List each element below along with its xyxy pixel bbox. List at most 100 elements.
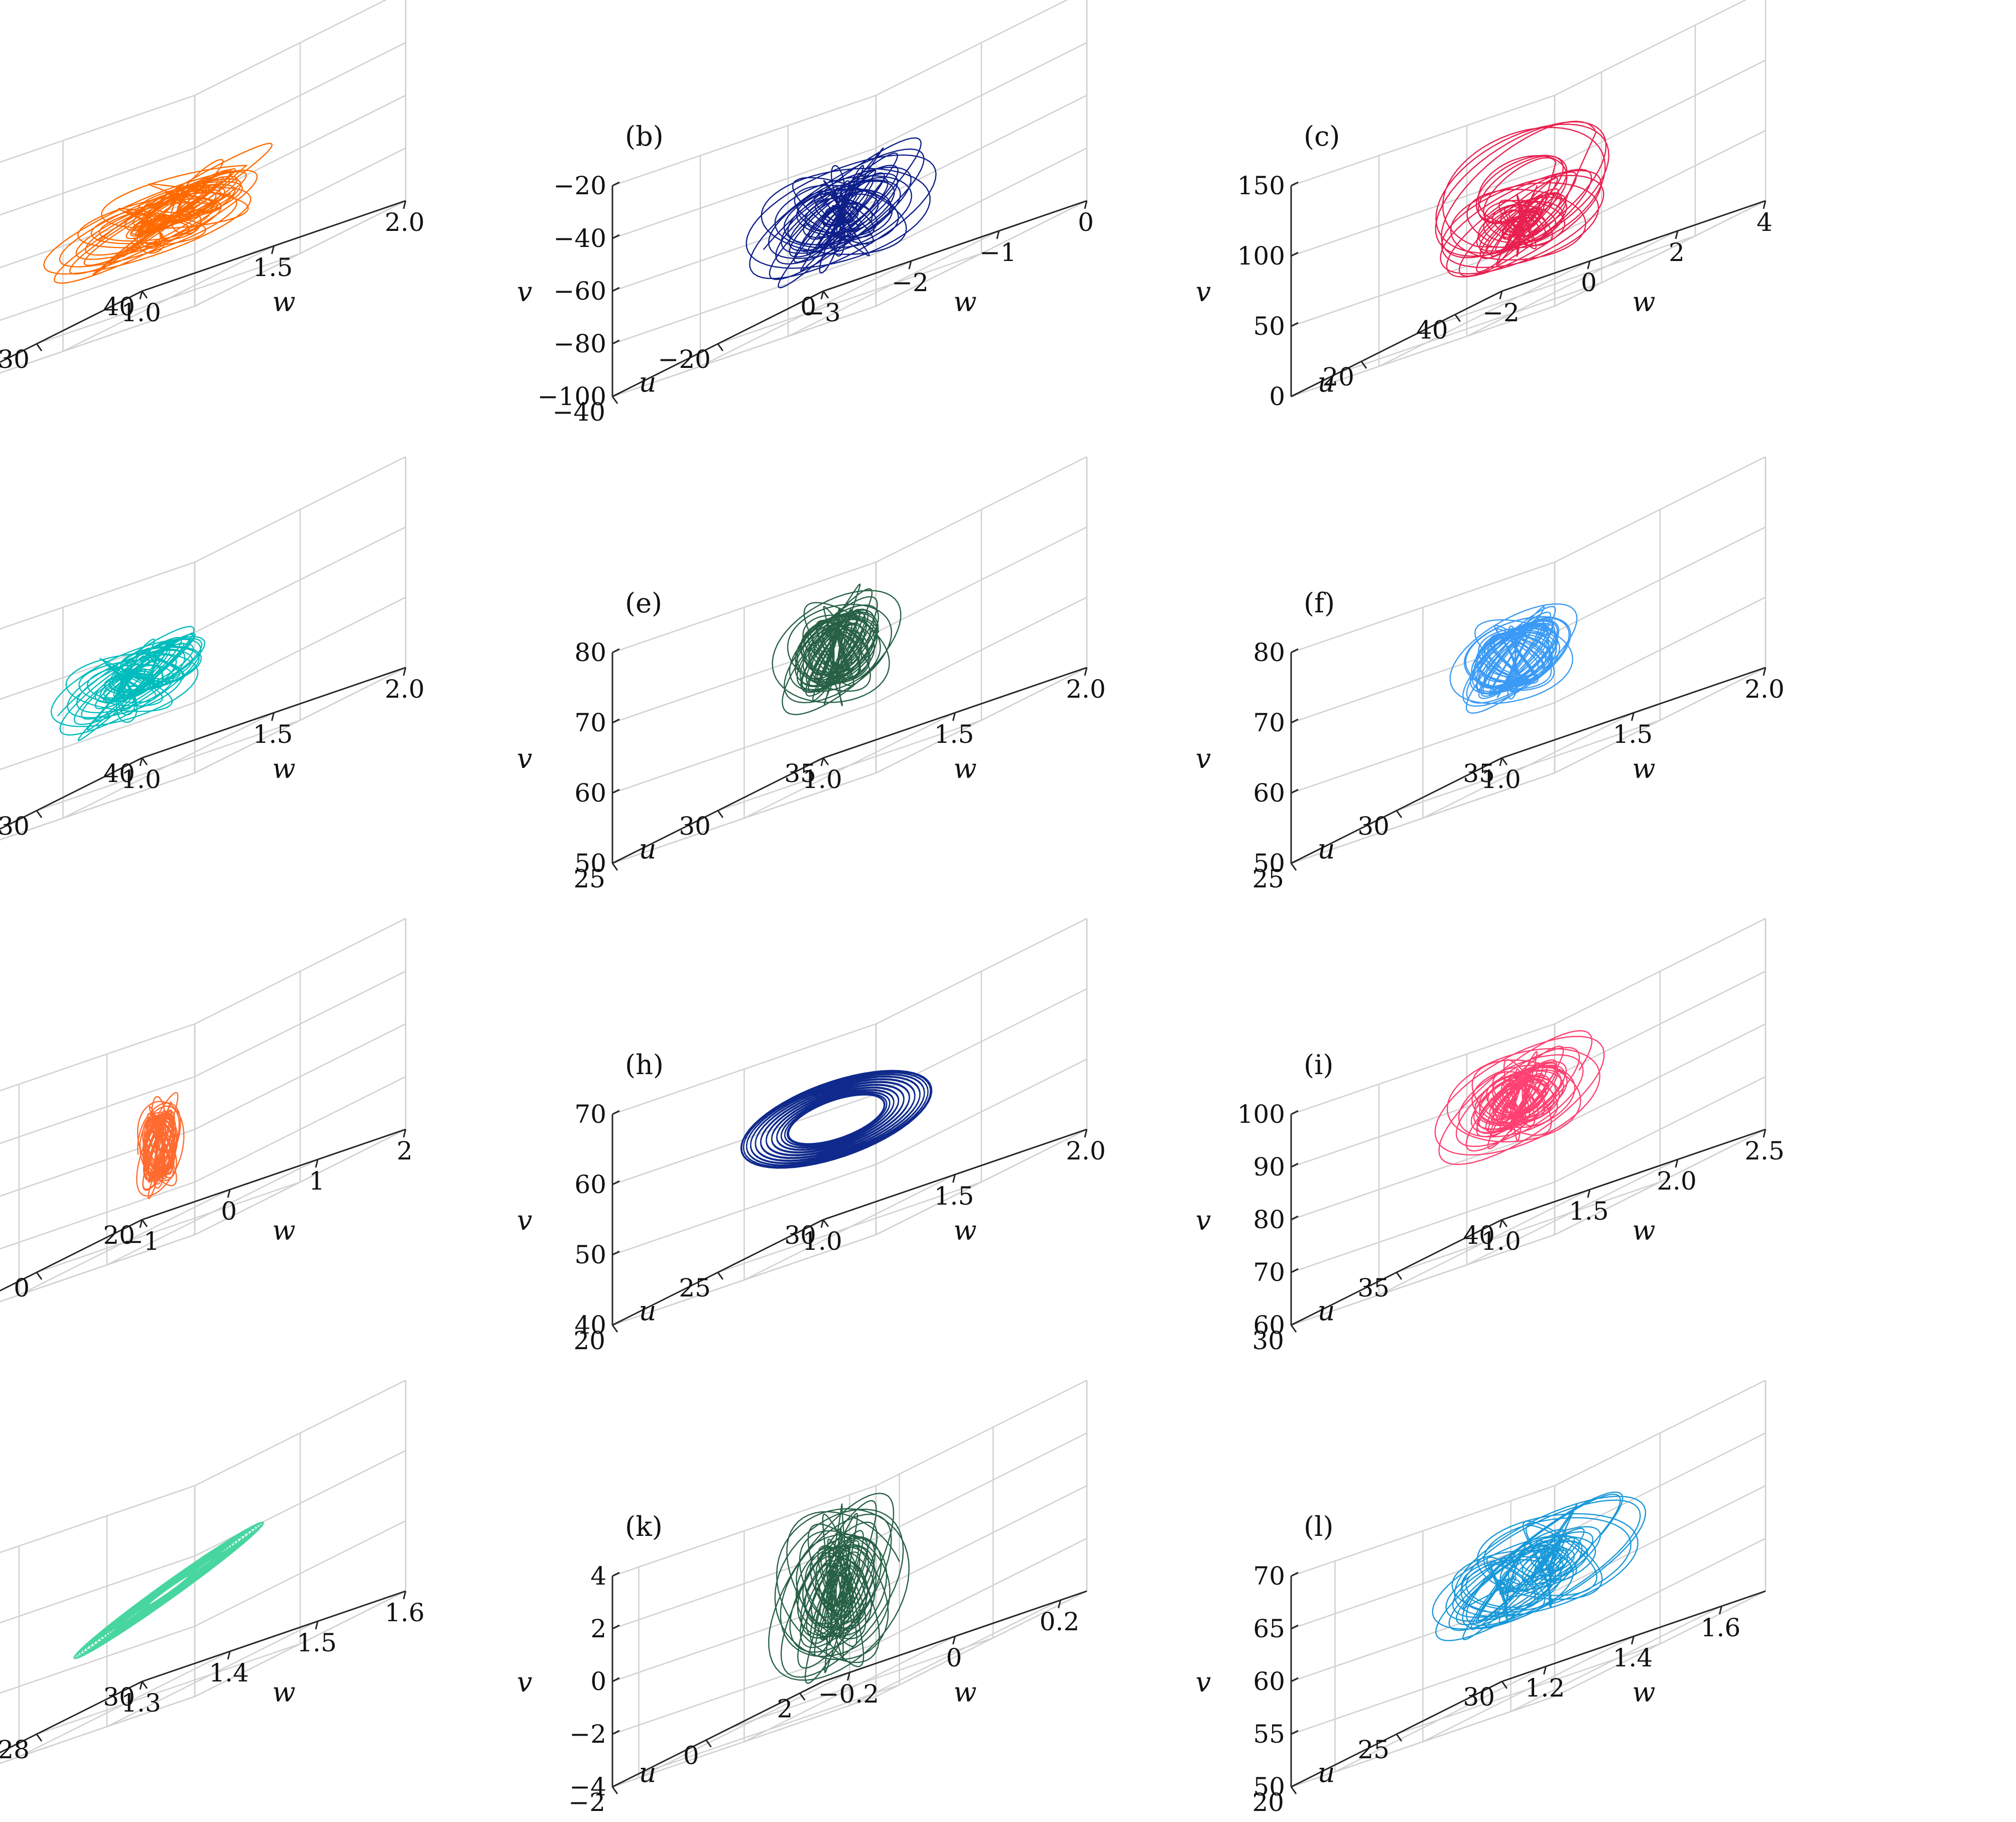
u-tick-label: 25 (1252, 864, 1284, 893)
u-tick-label: 0 (14, 1273, 30, 1303)
w-axis-label: w (272, 1215, 295, 1246)
axes-c: 0 50 100 150 20 40 −2 0 2 4 v u w (1196, 171, 1773, 411)
v-axis-label: v (1196, 1666, 1211, 1698)
u-axis-label: u (1318, 366, 1335, 398)
w-tick-label: 1.6 (385, 1598, 425, 1627)
v-tick-label: 50 (574, 1240, 606, 1269)
w-tick-label: 1.5 (297, 1628, 337, 1657)
w-axis-label: w (953, 1215, 976, 1246)
w-axis-line (1501, 200, 1766, 292)
w-tick-label: 2 (1669, 238, 1685, 267)
u-tick-label: 20 (1252, 1788, 1284, 1817)
panel-h: 40 50 60 70 20 25 301.0 1.5 2.0 v u w (h) (517, 918, 1106, 1355)
panel-label: (l) (1304, 1511, 1333, 1542)
w-axis-label: w (953, 1676, 976, 1708)
v-tick-label: 60 (574, 778, 606, 808)
attractor-trajectory-f (1449, 603, 1578, 714)
v-tick-label: 90 (1253, 1152, 1285, 1182)
w-tick-label: 1.5 (253, 253, 293, 282)
u-tick-label: 30 (784, 1221, 816, 1250)
panel-label: (h) (625, 1049, 664, 1081)
w-tick-label: −1 (979, 238, 1017, 267)
v-tick-label: −4 (569, 1772, 606, 1801)
v-tick-label: 80 (574, 638, 606, 667)
w-axis-line (1501, 1128, 1766, 1221)
w-tick-label: −3 (804, 298, 841, 327)
v-axis-label: v (1196, 276, 1211, 308)
attractor-trajectory-b (745, 137, 937, 289)
v-tick-label: 0 (1269, 382, 1285, 411)
v-tick-label: 60 (574, 1170, 606, 1199)
v-tick-label: 150 (1237, 171, 1285, 200)
u-tick-label: 30 (0, 345, 30, 374)
w-axis-label: w (1632, 753, 1655, 785)
panel-l: 50 55 60 65 70 20 25 30 1.2 1.4 1.6 v u w (l) (1196, 1379, 1767, 1817)
u-tick-label: 30 (103, 1682, 135, 1712)
attractor-trajectory-j (73, 1521, 265, 1659)
v-tick-label: 60 (1253, 1667, 1285, 1696)
v-tick-label: 70 (1253, 708, 1285, 737)
v-tick-label: 80 (1253, 1205, 1285, 1234)
w-tick-label: 2.5 (1744, 1136, 1785, 1165)
w-tick-label: 1.0 (1481, 1227, 1521, 1256)
w-tick-label: 1.0 (802, 1227, 842, 1256)
v-axis-label: v (517, 743, 533, 774)
panel-label: (k) (625, 1511, 663, 1542)
u-axis-line (1291, 290, 1502, 398)
w-tick-label: −2 (892, 268, 929, 297)
u-tick-label: 35 (784, 759, 816, 788)
panel-f: 50 60 70 80 25 30 351.0 1.5 2.0 v u w (f) (1196, 456, 1785, 893)
panel-g: −200204060−20020−1012vuw(g) (0, 918, 413, 1303)
v-tick-label: 55 (1253, 1720, 1285, 1749)
w-axis-line (142, 1128, 406, 1221)
w-tick-label: 1.0 (802, 765, 842, 794)
panel-label: (f) (1304, 587, 1335, 619)
v-tick-label: 50 (1253, 849, 1285, 878)
u-tick-label: 40 (1416, 316, 1448, 345)
grid-l (1290, 1379, 1767, 1788)
w-tick-label: 0 (1078, 208, 1094, 237)
w-axis-label: w (953, 286, 976, 318)
w-tick-label: 1.5 (253, 720, 293, 749)
u-tick-label: 25 (573, 864, 605, 893)
v-tick-label: −80 (553, 329, 606, 358)
v-tick-label: 80 (1253, 638, 1285, 667)
axes-l: 50 55 60 65 70 20 25 30 1.2 1.4 1.6 v u w (1196, 1561, 1766, 1817)
w-tick-label: 1.4 (209, 1658, 249, 1687)
w-tick-label: 1.3 (121, 1688, 161, 1718)
grid-h (611, 918, 1088, 1327)
u-tick-label: 40 (1463, 1221, 1495, 1250)
u-axis-label: u (1318, 1757, 1335, 1788)
w-tick-label: 2.0 (1657, 1166, 1697, 1196)
w-tick-label: 0 (1581, 268, 1597, 297)
w-tick-label: 0.2 (1040, 1607, 1080, 1636)
axes-h: 40 50 60 70 20 25 301.0 1.5 2.0 v u w (517, 1100, 1106, 1355)
w-tick-label: 1.0 (1481, 765, 1521, 794)
u-tick-label: 35 (1463, 759, 1495, 788)
axes-g: −200204060−20020−1012vuw (0, 1128, 413, 1303)
v-tick-label: 70 (1253, 1561, 1285, 1591)
u-tick-label: 30 (1463, 1682, 1495, 1712)
w-tick-label: 2.0 (1744, 675, 1785, 704)
v-tick-label: −40 (553, 224, 606, 253)
w-axis-label: w (953, 753, 976, 785)
w-axis-label: w (272, 286, 295, 318)
w-axis-label: w (1632, 1215, 1655, 1246)
attractor-trajectory-k (768, 1492, 910, 1684)
axes-i: 60 70 80 90 100 30 35 401.0 1.5 2.0 2.5 v u w (1196, 1100, 1785, 1355)
u-axis-label: u (639, 1757, 657, 1788)
u-tick-label: −20 (658, 345, 711, 374)
axes-e: 50 60 70 80 25 30 351.0 1.5 2.0 v u w (517, 638, 1106, 893)
attractor-trajectory-c (1435, 120, 1610, 278)
w-tick-label: 1.0 (121, 765, 161, 794)
w-tick-label: 2 (397, 1136, 413, 1165)
panel-c: 0 50 100 150 20 40 −2 0 2 4 v u w (c) (1196, 0, 1773, 411)
w-tick-label: −1 (122, 1227, 160, 1256)
w-axis-line (823, 200, 1087, 292)
